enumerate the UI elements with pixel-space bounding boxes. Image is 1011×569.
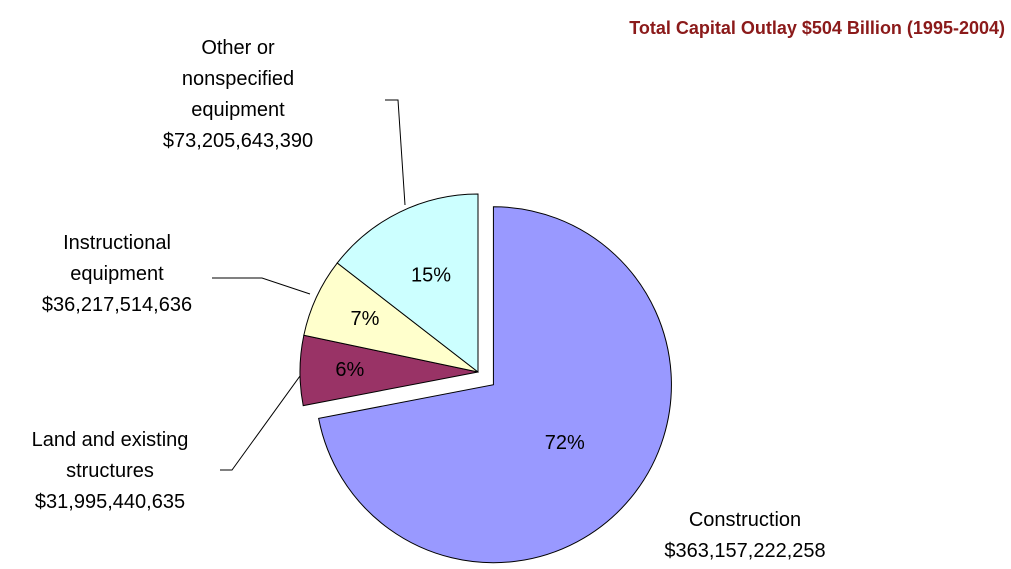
amount-label: $31,995,440,635: [34, 491, 186, 513]
percent-label: 72%: [545, 432, 585, 454]
amount-label: $363,157,222,258: [664, 540, 826, 562]
category-label: Land and existing structures: [31, 429, 189, 482]
percent-label: 7%: [350, 308, 379, 330]
pie-slice: [336, 193, 479, 374]
leader-line: [385, 99, 406, 206]
pie-slice: [318, 206, 672, 564]
percent-label: 15%: [411, 264, 451, 286]
chart-title: Total Capital Outlay $504 Billion (1995-…: [629, 18, 1005, 38]
category-label: Other or nonspecified equipment: [181, 37, 295, 121]
leader-line: [212, 277, 311, 295]
amount-label: $36,217,514,636: [41, 294, 193, 316]
category-label: Construction: [688, 509, 802, 531]
leader-line: [220, 375, 301, 471]
amount-label: $73,205,643,390: [162, 130, 314, 152]
category-label: Instructional equipment: [63, 232, 171, 285]
percent-label: 6%: [335, 359, 364, 381]
